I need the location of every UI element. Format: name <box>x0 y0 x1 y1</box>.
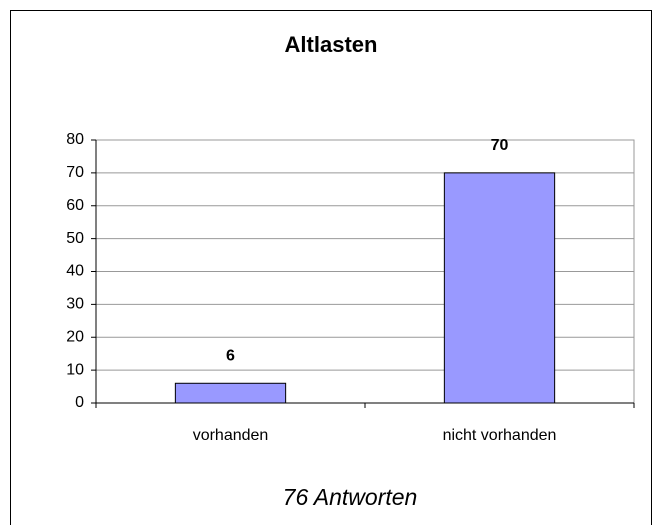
chart-title: Altlasten <box>285 32 378 57</box>
x-tick-label: nicht vorhanden <box>443 427 557 444</box>
y-tick-label: 80 <box>66 131 84 148</box>
bar <box>174 382 287 404</box>
y-tick-label: 30 <box>66 296 84 313</box>
y-tick-label: 0 <box>75 394 84 411</box>
y-tick-label: 60 <box>66 197 84 214</box>
bar <box>443 172 556 404</box>
y-tick-label: 20 <box>66 328 84 345</box>
y-tick-label: 50 <box>66 230 84 247</box>
y-tick-label: 40 <box>66 263 84 280</box>
y-tick-label: 10 <box>66 361 84 378</box>
y-tick-label: 70 <box>66 164 84 181</box>
data-label: 70 <box>491 137 509 154</box>
data-label: 6 <box>226 347 235 364</box>
x-tick-label: vorhanden <box>193 427 269 444</box>
note: 76 Antworten <box>283 484 418 510</box>
